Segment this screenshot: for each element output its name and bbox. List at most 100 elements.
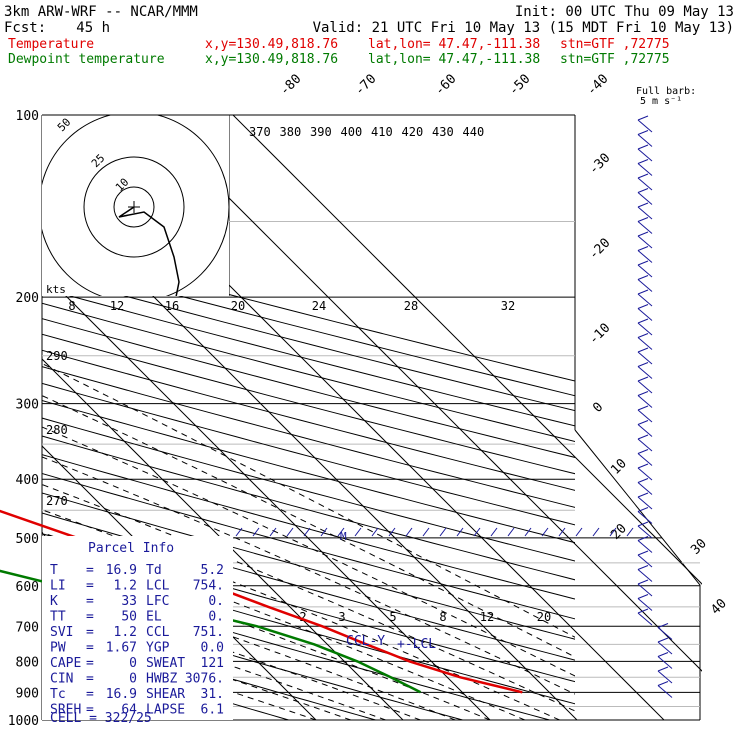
mixing-ratio-label: 32	[501, 299, 515, 313]
hodograph-units: kts	[46, 283, 66, 296]
wind-barb	[637, 188, 653, 205]
level-tick	[235, 527, 243, 537]
parcel-info-value: 16.9	[106, 687, 137, 702]
level-tick	[507, 527, 515, 537]
wind-barb	[637, 217, 653, 234]
barb-note: Full barb:	[636, 86, 696, 97]
parcel-info-box: Parcel Info T 16.9 Td 5.2=LI 1.2 LCL 754.=K 33 L…	[42, 536, 233, 726]
pressure-tick-label: 700	[16, 620, 39, 635]
theta-e-label: 400	[341, 125, 363, 139]
parcel-info-value: 0	[129, 656, 137, 671]
wind-barb	[637, 376, 653, 394]
parcel-info-equals: =	[86, 687, 94, 702]
parcel-info-equals: =	[86, 656, 94, 671]
sounding-series	[0, 509, 523, 694]
mixing-ratio-label: 8	[439, 610, 446, 624]
mixing-ratio-label: 2	[299, 610, 306, 624]
wind-barb	[637, 231, 653, 249]
parcel-info-value: 1.2	[114, 625, 137, 640]
level-tick	[269, 527, 277, 537]
parcel-annotations: CCL-Y +-LCL M	[340, 530, 436, 652]
parcel-info-key: CAPE	[50, 656, 81, 671]
wind-barb	[637, 405, 653, 423]
theta-e-label: 370	[249, 125, 271, 139]
level-tick	[422, 527, 430, 537]
isotherm-label: 30	[688, 536, 710, 558]
isotherm-label: 40	[708, 596, 730, 618]
temperature-latlon: lat,lon= 47.47,-111.38	[368, 37, 540, 52]
theta-label: 270	[46, 494, 68, 508]
parcel-info-key: K	[50, 594, 58, 609]
dewpoint-latlon: lat,lon= 47.47,-111.38	[368, 52, 540, 67]
wind-barb	[637, 507, 653, 524]
isotherm-label: -60	[432, 72, 459, 99]
level-tick	[609, 527, 617, 537]
wind-barb	[637, 318, 653, 336]
hodograph-ring	[83, 156, 185, 258]
parcel-info-key: Tc	[50, 687, 66, 702]
wind-barb	[637, 275, 653, 292]
parcel-info-key: LFC	[146, 594, 169, 609]
wind-barb	[637, 449, 653, 466]
parcel-info-key: Td	[146, 563, 162, 578]
wind-barb	[637, 608, 653, 626]
parcel-info-key: HWBZ	[146, 672, 177, 687]
ccl-label: CCL-Y	[346, 634, 385, 649]
dry-adiabat	[42, 435, 575, 581]
parcel-info-key: LCL	[146, 579, 170, 594]
dry-adiabat	[42, 472, 575, 620]
wind-barb	[637, 492, 653, 510]
level-tick	[575, 527, 583, 537]
temperature-station: stn=GTF ,72775	[560, 37, 670, 52]
parcel-info-value: 64	[121, 703, 137, 718]
init-time: Init: 00 UTC Thu 09 May 13	[515, 4, 734, 20]
parcel-info-value: 0.	[208, 610, 224, 625]
wind-barb	[637, 173, 653, 191]
wind-barb	[637, 565, 653, 582]
dry-adiabat	[42, 492, 575, 640]
parcel-info-key: SVI	[50, 625, 73, 640]
parcel-info-row: TT 50 EL 0. =	[50, 610, 224, 625]
mixing-ratio-label: 20	[231, 299, 245, 313]
wind-barbs	[235, 115, 673, 698]
wind-barb	[657, 623, 673, 640]
wind-barb	[657, 681, 673, 698]
parcel-info-value: 33	[121, 594, 137, 609]
moist-adiabat	[42, 426, 575, 677]
wind-barb	[637, 347, 653, 365]
hodograph-trace	[118, 206, 180, 296]
wind-barb	[637, 159, 653, 176]
parcel-info-equals: =	[86, 563, 94, 578]
parcel-info-key: SHEAR	[146, 687, 185, 702]
lcl-label: +-LCL	[397, 637, 436, 652]
parcel-info-value: 31.	[201, 687, 224, 702]
theta-e-label: 390	[310, 125, 332, 139]
parcel-info-equals: =	[86, 641, 94, 656]
parcel-info-key: LAPSE	[146, 703, 185, 718]
parcel-info-rows: T 16.9 Td 5.2 = LI 1.2 LCL 754. = K 33 LFC 0. = TT 50 EL 0…	[50, 563, 224, 718]
temperature-legend: Temperature	[8, 37, 94, 52]
parcel-info-key: TT	[50, 610, 66, 625]
parcel-info-value: 0.0	[201, 641, 224, 656]
parcel-info-key: SREH	[50, 703, 81, 718]
mixing-ratio-label: 20	[537, 610, 551, 624]
mixing-ratio-label: 12	[480, 610, 494, 624]
level-tick	[626, 527, 634, 537]
isotherm-label: -80	[277, 72, 304, 99]
m-marker: M	[340, 530, 347, 543]
dewpoint-xy: x,y=130.49,818.76	[205, 52, 338, 67]
dry-adiabat	[42, 318, 575, 458]
parcel-info-row: Tc 16.9 SHEAR 31. =	[50, 687, 224, 702]
chart-header: 3km ARW-WRF -- NCAR/MMM Init: 00 UTC Thu…	[4, 4, 734, 107]
parcel-info-row: CIN 0 HWBZ 3076. =	[50, 672, 224, 687]
parcel-info-key: YGP	[146, 641, 170, 656]
isotherm-label: -70	[352, 72, 379, 99]
level-tick	[388, 527, 396, 537]
parcel-info-equals: =	[86, 672, 94, 687]
barb-note-units: 5 m s⁻¹	[640, 96, 682, 107]
level-tick	[303, 527, 311, 537]
dewpoint-station: stn=GTF ,72775	[560, 52, 670, 67]
parcel-info-value: 5.2	[201, 563, 224, 578]
parcel-info-key: LI	[50, 579, 66, 594]
mixing-ratio-label: 5	[389, 610, 396, 624]
